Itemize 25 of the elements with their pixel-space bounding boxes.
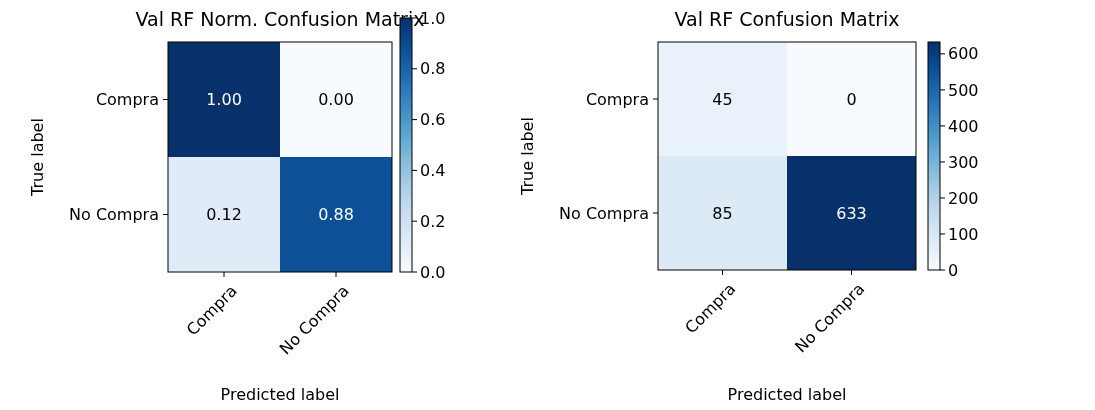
color-bar-label: 0.2 [420, 211, 446, 231]
color-bar-label: 100 [948, 224, 979, 244]
color-bar-label: 0.8 [420, 59, 446, 79]
data-label: 0.12 [206, 205, 242, 225]
y-axis-title: True label [518, 117, 537, 196]
x-axis-title: Predicted label [220, 385, 340, 404]
color-bar-label: 0.6 [420, 110, 446, 130]
data-label: 0.88 [318, 205, 354, 225]
color-bar-label: 500 [948, 80, 979, 100]
data-label: 1.00 [206, 90, 242, 110]
color-bar-label: 400 [948, 116, 979, 136]
color-bar-label: 0.0 [420, 262, 446, 282]
x-axis-title: Predicted label [727, 385, 847, 404]
data-label: 0.00 [318, 90, 354, 110]
y-axis-title: True label [28, 118, 47, 197]
color-bar-label: 300 [948, 152, 979, 172]
chart-title: Val RF Confusion Matrix [674, 8, 900, 31]
data-label: 633 [836, 203, 867, 223]
color-bar-label: 600 [948, 44, 979, 64]
color-bar-label: 200 [948, 188, 979, 208]
color-bar-label: 0.4 [420, 161, 446, 180]
data-label: 85 [712, 203, 733, 223]
color-bar-label: 0 [948, 260, 959, 280]
data-label: 45 [712, 89, 733, 109]
data-label: 0 [846, 89, 857, 109]
